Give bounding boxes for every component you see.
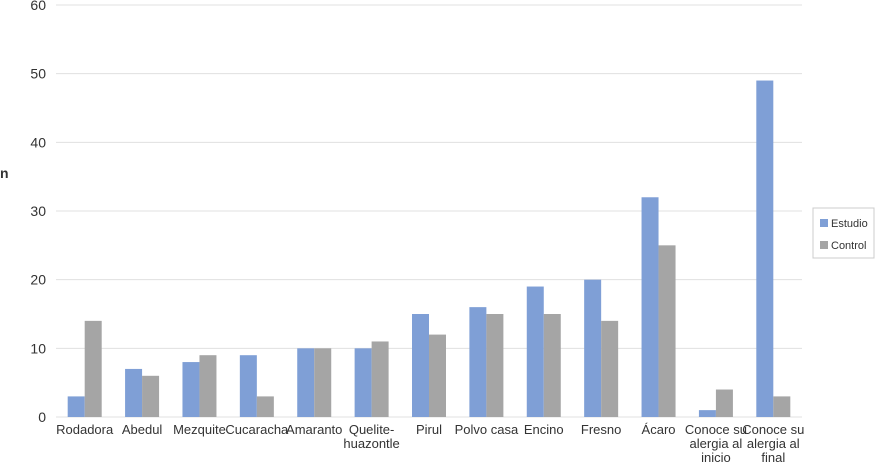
bar — [314, 348, 332, 417]
x-tick-label: Ácaro — [642, 422, 676, 437]
x-tick-label: Encino — [524, 422, 564, 437]
bar — [698, 410, 716, 417]
x-tick-label: Conoce su alergia al inicio — [685, 422, 747, 462]
bar — [601, 320, 619, 417]
y-tick-label: 30 — [30, 203, 46, 219]
bar — [584, 279, 602, 417]
bar — [469, 307, 487, 417]
x-tick-label: Quelite-huazontle — [343, 422, 399, 451]
x-tick-label: Pirul — [416, 422, 442, 437]
legend-label: Control — [831, 240, 866, 252]
bar — [199, 355, 217, 417]
x-tick-label: Mezquite — [173, 422, 226, 437]
x-tick-label: Conoce su alergia al final — [742, 422, 804, 462]
bar — [773, 396, 791, 417]
bar — [371, 341, 389, 417]
y-axis-label: n — [0, 165, 9, 181]
legend-swatch — [820, 241, 828, 249]
bar — [641, 197, 659, 417]
y-tick-label: 0 — [38, 409, 46, 425]
legend-box — [812, 207, 875, 259]
bar — [412, 314, 429, 417]
legend-swatch — [820, 219, 828, 227]
bar — [142, 375, 160, 417]
bar — [125, 368, 143, 417]
y-tick-label: 20 — [30, 272, 46, 288]
bar — [526, 286, 544, 417]
x-tick-label: Rodadora — [56, 422, 114, 437]
x-tick-label: Amaranto — [286, 422, 342, 437]
bar — [256, 396, 274, 417]
bar — [297, 348, 315, 417]
x-tick-label: Cucaracha — [225, 422, 289, 437]
bar — [715, 389, 733, 417]
bar — [182, 362, 200, 417]
bar — [429, 334, 446, 417]
bar — [239, 355, 257, 417]
x-tick-label: Fresno — [581, 422, 621, 437]
bar — [67, 396, 85, 417]
bar — [486, 314, 504, 417]
bar — [84, 320, 102, 417]
y-tick-label: 40 — [30, 134, 46, 150]
bar — [756, 80, 774, 418]
y-tick-label: 10 — [30, 340, 46, 356]
bar — [658, 245, 676, 417]
bar — [354, 348, 372, 417]
y-tick-label: 60 — [30, 0, 46, 13]
bar — [543, 314, 561, 417]
legend-label: Estudio — [831, 218, 868, 230]
x-tick-label: Polvo casa — [455, 422, 519, 437]
x-tick-label: Abedul — [122, 422, 163, 437]
y-tick-label: 50 — [30, 66, 46, 82]
